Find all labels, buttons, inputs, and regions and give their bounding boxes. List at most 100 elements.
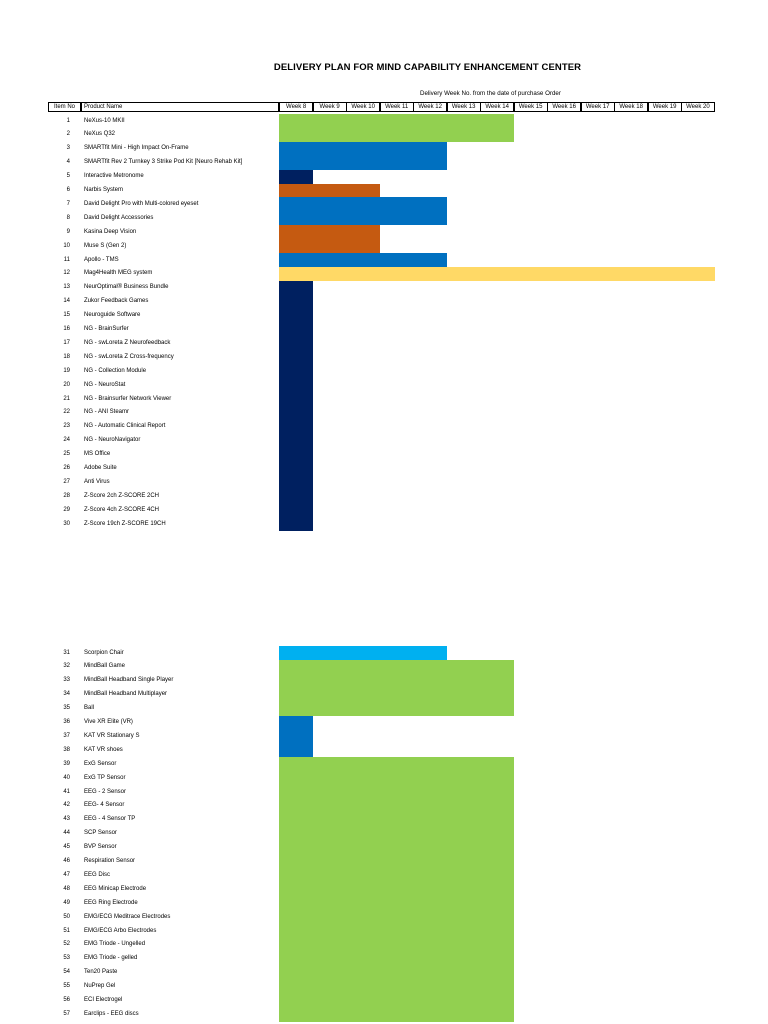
product-name: BVP Sensor [84,844,117,851]
item-number: 10 [63,242,70,249]
product-name: Z-Score 4ch Z-SCORE 4CH [84,506,160,513]
item-number: 16 [63,326,70,332]
delivery-bar [279,673,514,688]
product-name: ExG Sensor [84,760,117,767]
product-name: ExG TP Sensor [84,774,126,781]
item-number: 40 [63,774,70,781]
product-name: MindBall Game [84,663,126,670]
item-number: 54 [63,969,70,976]
item-number: 31 [63,649,70,656]
delivery-bar [279,225,380,240]
product-name: EMG/ECG Arbo Electrodes [84,927,157,934]
item-number: 24 [63,437,70,444]
item-number: 8 [66,214,70,221]
product-name: SMARTfit Rev 2 Turnkey 3 Strike Pod Kit … [84,159,243,166]
item-number: 6 [66,187,70,193]
item-number: 34 [63,691,70,698]
product-name: NG - Brainsurfer Network Viewer [84,395,172,402]
product-name: MS Office [84,451,111,458]
header-week-20: Week 20 [681,102,715,112]
header-week-12: Week 12 [413,102,448,112]
item-number: 33 [63,677,70,684]
product-name: ECI Electrogel [84,997,123,1003]
header-week-16: Week 16 [547,102,582,112]
product-name: NG - NeuroNavigator [84,437,141,444]
item-number: 14 [63,298,70,305]
item-number: 42 [63,802,70,809]
item-number: 53 [63,955,70,962]
item-number: 49 [63,899,70,906]
delivery-bar [279,826,514,841]
item-number: 44 [63,830,70,837]
item-number: 43 [63,816,70,823]
item-number: 25 [63,451,70,458]
delivery-bar [279,924,514,939]
delivery-bar [279,183,380,198]
item-number: 56 [63,997,70,1003]
item-number: 15 [63,312,70,319]
product-name: EMG Triode - gelled [84,955,138,962]
delivery-bar [279,364,313,379]
delivery-bar [279,771,514,786]
delivery-bar [279,322,313,337]
item-number: 20 [63,381,70,388]
product-name: KAT VR shoes [84,746,123,753]
item-number: 35 [63,705,70,712]
product-name: Z-Score 2ch Z-SCORE 2CH [84,492,160,499]
product-name: EEG - 4 Sensor TP [84,816,136,823]
product-name: Ball [84,705,95,712]
product-name: Vive XR Elite (VR) [84,719,133,725]
delivery-bar [279,350,313,365]
delivery-bar [279,729,313,744]
delivery-bar [279,392,313,407]
delivery-bar [279,447,313,462]
product-name: NG - BrainSurfer [84,326,129,332]
product-name: Scorpion Chair [84,649,124,656]
product-name: EEG- 4 Sensor [84,802,125,809]
delivery-bar [279,840,514,855]
product-name: Zukor Feedback Games [84,298,149,305]
item-number: 32 [63,663,70,670]
item-number: 17 [63,339,70,346]
delivery-bar [279,197,447,212]
delivery-bar [279,503,313,518]
delivery-bar [279,715,313,730]
product-name: Apollo - TMS [84,256,119,263]
product-name: Muse S (Gen 2) [84,242,127,249]
delivery-bar [279,405,313,421]
header-product-name: Product Name [81,102,279,112]
item-number: 50 [63,913,70,920]
delivery-bar [279,854,514,869]
delivery-bar [279,785,514,800]
product-name: MindBall Headband Multiplayer [84,691,168,698]
product-name: Anti Virus [84,478,110,485]
product-name: Neuroguide Software [84,312,141,319]
header-item-no: Item No [48,102,81,112]
header-week-8: Week 8 [279,102,314,112]
product-name: David Delight Accessories [84,214,154,221]
item-number: 46 [63,858,70,864]
product-name: NG - swLoreta Z Neurofeedback [84,339,171,346]
item-number: 1 [66,117,70,124]
product-name: Interactive Metronome [84,173,144,180]
item-number: 9 [66,228,70,235]
item-number: 51 [63,927,70,934]
item-number: 29 [63,506,70,513]
product-name: MindBall Headband Single Player [84,677,174,684]
item-number: 12 [63,270,70,277]
product-name: KAT VR Stationary S [84,732,140,739]
product-name: Narbis System [84,187,124,193]
item-number: 4 [66,159,70,166]
item-number: 48 [63,885,70,892]
header-week-10: Week 10 [346,102,381,112]
delivery-bar [279,517,313,532]
product-name: NG - Automatic Clinical Report [84,423,166,430]
item-number: 52 [63,941,70,948]
item-number: 39 [63,760,70,767]
delivery-bar [279,114,514,129]
product-name: NG - ANI Steamr [84,409,130,416]
delivery-bar [279,868,514,883]
item-number: 22 [63,409,70,416]
item-number: 11 [63,256,70,263]
delivery-bar [279,239,380,254]
